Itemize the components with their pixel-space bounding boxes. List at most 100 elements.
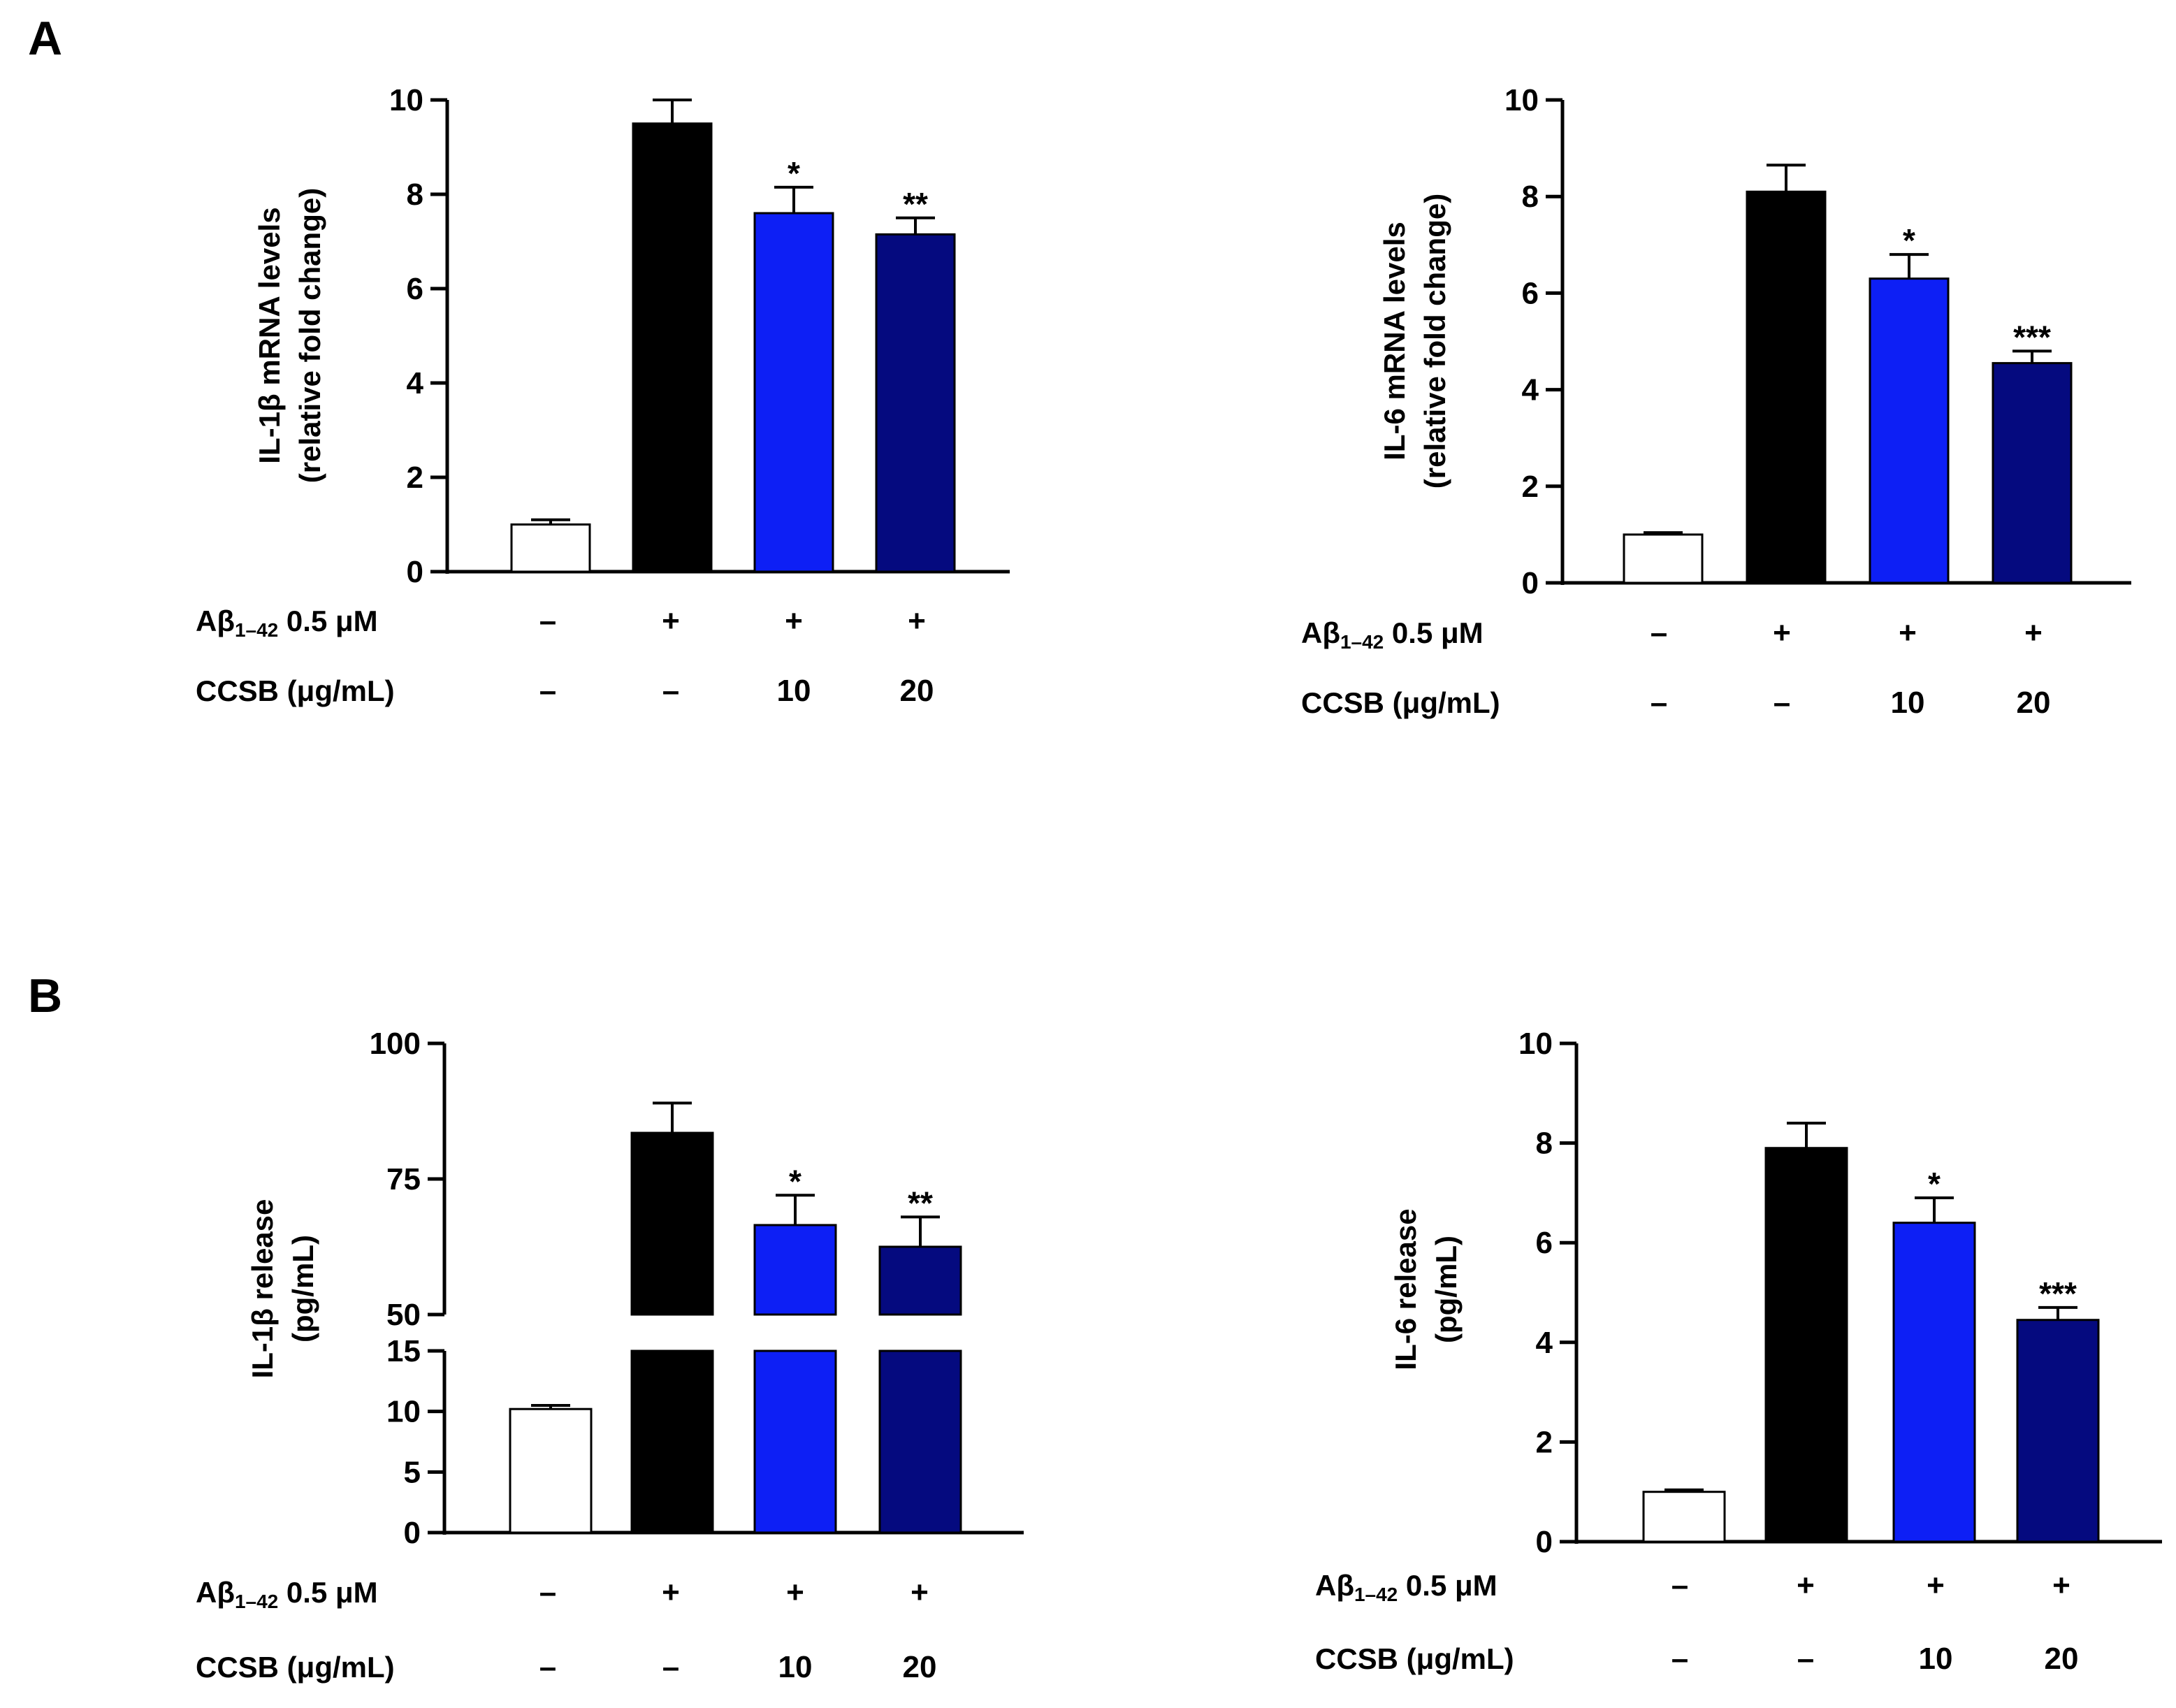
- y-tick-label: 0: [1522, 566, 1539, 600]
- y-tick-label: 2: [1522, 470, 1539, 504]
- condition-value: –: [539, 1575, 556, 1609]
- condition-label-ccsb: CCSB (μg/mL): [1301, 686, 1500, 719]
- y-tick-label: 2: [407, 461, 423, 495]
- y-tick-label: 8: [1536, 1127, 1553, 1161]
- panel-letter-b: B: [28, 969, 62, 1022]
- significance-marker: *: [789, 1163, 802, 1199]
- chart-2: 0 2 4 6 8 10 IL-6 mRNA levels (relative fold ch…: [1301, 83, 2131, 720]
- condition-value: 10: [777, 674, 811, 708]
- y-tick-label: 50: [386, 1298, 421, 1332]
- condition-value: –: [539, 1650, 556, 1684]
- significance-marker: ***: [2039, 1275, 2077, 1312]
- condition-value: –: [1671, 1642, 1688, 1676]
- bar: [1992, 362, 2073, 584]
- y-axis-label: (relative fold change): [1419, 194, 1451, 488]
- y-tick-label: 4: [1536, 1326, 1553, 1360]
- y-tick-label: 4: [1522, 373, 1539, 407]
- condition-value: +: [2024, 616, 2043, 650]
- bar: [1642, 1491, 1726, 1543]
- bar: [1623, 533, 1704, 584]
- y-tick-label: 6: [1536, 1226, 1553, 1260]
- condition-value: +: [1927, 1568, 1945, 1602]
- y-axis-label: IL-1β mRNA levels: [253, 207, 286, 463]
- condition-value: +: [785, 604, 803, 638]
- panel-letter-a: A: [28, 12, 62, 65]
- y-tick-label: 0: [407, 555, 423, 589]
- condition-value: 10: [1919, 1642, 1953, 1676]
- condition-value: +: [2052, 1568, 2070, 1602]
- bar: [753, 1224, 837, 1316]
- y-axis-label: (pg/mL): [286, 1235, 319, 1342]
- y-tick-label: 4: [407, 366, 424, 400]
- bar: [2016, 1319, 2100, 1543]
- bar: [1892, 1222, 1976, 1543]
- condition-value: –: [1797, 1642, 1814, 1676]
- significance-marker: *: [1903, 222, 1915, 259]
- y-axis-label: (relative fold change): [293, 188, 326, 483]
- y-tick-label: 0: [404, 1516, 421, 1550]
- condition-label-abeta: Aβ1–42 0.5 μM: [196, 605, 378, 641]
- y-tick-label: 5: [404, 1455, 421, 1489]
- y-axis-label: (pg/mL): [1430, 1236, 1463, 1343]
- condition-value: 20: [2017, 686, 2051, 720]
- bar: [1869, 277, 1950, 584]
- y-tick-label: 6: [1522, 276, 1539, 310]
- bar: [753, 212, 834, 573]
- significance-marker: **: [908, 1185, 933, 1221]
- y-tick-label: 0: [1536, 1525, 1553, 1559]
- significance-marker: *: [1928, 1166, 1941, 1202]
- y-axis-label: IL-1β release: [246, 1199, 279, 1379]
- y-tick-label: 2: [1536, 1425, 1553, 1459]
- condition-value: 10: [1891, 686, 1925, 720]
- bar-lower-segment: [630, 1349, 714, 1534]
- condition-value: +: [908, 604, 926, 638]
- condition-value: 10: [778, 1650, 813, 1684]
- condition-value: +: [786, 1575, 804, 1609]
- y-tick-label: 6: [407, 272, 423, 306]
- y-tick-label: 10: [389, 83, 423, 117]
- condition-label-ccsb: CCSB (μg/mL): [196, 674, 395, 707]
- bar-lower-segment: [753, 1349, 837, 1534]
- bar: [510, 523, 591, 573]
- condition-value: +: [1899, 616, 1917, 650]
- bar: [632, 122, 713, 573]
- bar: [630, 1131, 714, 1316]
- y-tick-label: 15: [386, 1334, 421, 1368]
- chart-1: 0 2 4 6 8 10 IL-1β mRNA levels (relative fold c…: [196, 83, 1010, 708]
- condition-value: –: [539, 604, 556, 638]
- condition-value: +: [1797, 1568, 1815, 1602]
- condition-value: 20: [2045, 1642, 2079, 1676]
- condition-value: –: [1774, 686, 1790, 720]
- bar: [1746, 190, 1827, 584]
- condition-value: –: [539, 674, 556, 708]
- condition-value: 20: [900, 674, 934, 708]
- y-tick-label: 8: [1522, 180, 1539, 214]
- condition-value: –: [1651, 616, 1667, 650]
- y-tick-label: 8: [407, 178, 423, 212]
- y-axis-label: IL-6 mRNA levels: [1378, 222, 1411, 461]
- bar: [878, 1245, 962, 1316]
- condition-value: –: [1651, 686, 1667, 720]
- condition-label-abeta: Aβ1–42 0.5 μM: [196, 1576, 378, 1612]
- y-tick-label: 10: [1504, 83, 1539, 117]
- condition-label-abeta: Aβ1–42 0.5 μM: [1315, 1569, 1497, 1605]
- bar-lower-segment: [878, 1349, 962, 1534]
- condition-value: +: [1773, 616, 1791, 650]
- bar: [875, 233, 956, 573]
- condition-value: –: [1671, 1568, 1688, 1602]
- significance-marker: *: [788, 155, 800, 191]
- condition-value: –: [662, 674, 679, 708]
- significance-marker: ***: [2013, 319, 2051, 355]
- y-tick-label: 100: [370, 1027, 421, 1061]
- condition-label-abeta: Aβ1–42 0.5 μM: [1301, 616, 1484, 653]
- y-tick-label: 10: [386, 1395, 421, 1429]
- condition-value: 20: [903, 1650, 937, 1684]
- condition-label-ccsb: CCSB (μg/mL): [196, 1651, 395, 1684]
- condition-label-ccsb: CCSB (μg/mL): [1315, 1642, 1514, 1675]
- condition-value: +: [662, 1575, 680, 1609]
- bar: [1764, 1147, 1848, 1543]
